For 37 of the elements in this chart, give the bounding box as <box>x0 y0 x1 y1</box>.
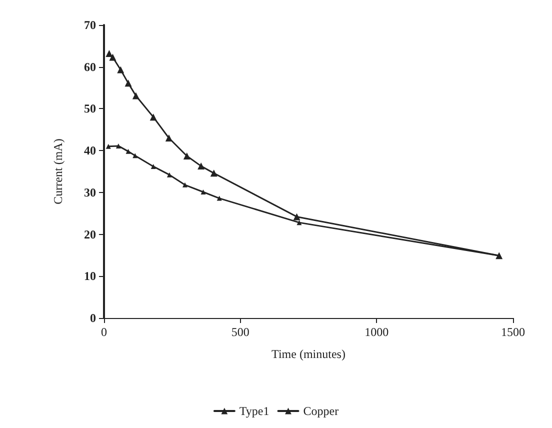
point <box>150 114 157 121</box>
y-axis-title: Current (mA) <box>51 138 65 204</box>
y-tick-label: 20 <box>84 227 96 242</box>
point <box>293 213 300 220</box>
point <box>150 164 156 169</box>
y-tick-label: 10 <box>84 269 96 284</box>
point <box>126 148 131 154</box>
y-tick-label: 40 <box>84 144 96 158</box>
y-tick-label: 70 <box>84 18 96 32</box>
point <box>132 153 138 158</box>
x-tick-label: 1500 <box>501 325 525 339</box>
y-tick-label: 0 <box>90 311 96 325</box>
point <box>106 50 113 57</box>
point <box>183 152 190 160</box>
y-tick-label: 60 <box>84 60 96 74</box>
point <box>182 182 188 188</box>
x-tick-label: 1000 <box>364 325 389 339</box>
point <box>116 143 121 148</box>
y-tick-label: 50 <box>84 102 96 116</box>
point <box>117 66 124 74</box>
y-tick-label: 30 <box>84 185 96 200</box>
point <box>200 190 206 195</box>
point <box>166 172 172 178</box>
point <box>165 134 172 142</box>
point <box>198 162 205 170</box>
legend-label: Copper <box>303 404 339 418</box>
legend-label: Type1 <box>239 404 270 418</box>
point <box>106 144 111 149</box>
point <box>216 196 222 201</box>
x-tick-label: 0 <box>101 325 107 339</box>
point <box>210 170 218 177</box>
x-tick-label: 500 <box>231 325 250 339</box>
point <box>296 220 302 226</box>
point <box>109 54 116 61</box>
point <box>124 80 132 87</box>
point <box>132 92 140 100</box>
x-axis-title: Time (minutes) <box>272 347 346 361</box>
